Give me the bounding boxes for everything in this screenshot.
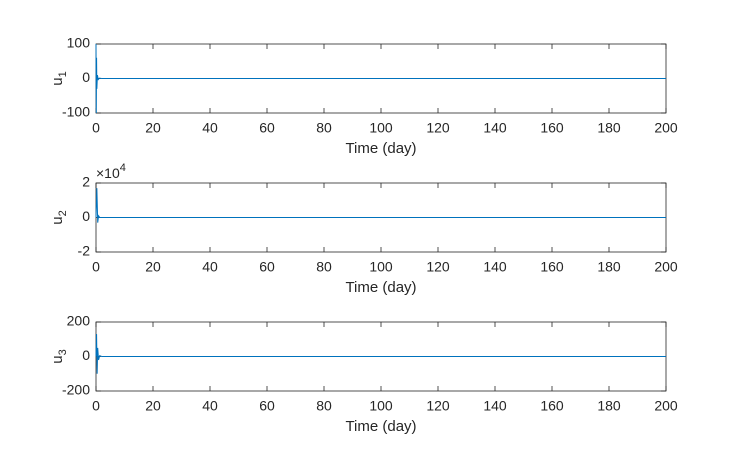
y-tick-label: 0	[82, 347, 90, 363]
x-tick-label: 20	[145, 120, 161, 136]
x-tick-label: 140	[483, 259, 507, 275]
x-tick-label: 200	[654, 259, 678, 275]
y-tick-label: 2	[82, 174, 90, 190]
x-tick-label: 140	[483, 398, 507, 414]
y-axis-label: u2	[49, 210, 69, 224]
y-axis-label: u3	[49, 349, 69, 363]
x-axis-label: Time (day)	[345, 279, 416, 296]
x-tick-label: 180	[597, 398, 621, 414]
series-line	[95, 334, 666, 374]
y-multiplier: ×104	[96, 162, 126, 181]
y-multiplier-exp: 4	[120, 162, 126, 174]
x-tick-label: 100	[369, 259, 393, 275]
y-tick-label: 0	[82, 208, 90, 224]
x-tick-label: 40	[202, 120, 218, 136]
x-tick-label: 20	[145, 398, 161, 414]
x-tick-label: 100	[369, 120, 393, 136]
y-axis-label-sub: 1	[57, 71, 69, 77]
x-tick-label: 60	[259, 120, 275, 136]
y-tick-label: 100	[67, 35, 91, 51]
y-axis-label-base: u	[49, 216, 66, 224]
series-line	[95, 188, 666, 223]
x-tick-label: 200	[654, 398, 678, 414]
x-tick-label: 120	[426, 398, 450, 414]
y-axis-label: u1	[49, 71, 69, 85]
x-tick-label: 60	[259, 398, 275, 414]
x-tick-label: 120	[426, 120, 450, 136]
x-tick-label: 40	[202, 259, 218, 275]
y-tick-label: 200	[67, 313, 91, 329]
x-tick-label: 60	[259, 259, 275, 275]
y-multiplier-base: ×10	[96, 165, 120, 181]
y-axis-label-base: u	[49, 355, 66, 363]
x-tick-label: 20	[145, 259, 161, 275]
x-tick-label: 80	[316, 398, 332, 414]
y-tick-label: 0	[82, 69, 90, 85]
x-tick-label: 80	[316, 120, 332, 136]
x-axis-label: Time (day)	[345, 140, 416, 157]
x-axis-label: Time (day)	[345, 418, 416, 435]
x-tick-label: 160	[540, 259, 564, 275]
series-line	[95, 43, 666, 114]
x-tick-label: 0	[92, 259, 100, 275]
x-tick-label: 0	[92, 120, 100, 136]
x-tick-label: 140	[483, 120, 507, 136]
y-tick-label: -200	[62, 382, 90, 398]
y-axis-label-sub: 2	[57, 210, 69, 216]
y-tick-label: -100	[62, 104, 90, 120]
x-tick-label: 120	[426, 259, 450, 275]
x-tick-label: 100	[369, 398, 393, 414]
y-axis-label-base: u	[49, 77, 66, 85]
x-tick-label: 80	[316, 259, 332, 275]
x-tick-label: 180	[597, 120, 621, 136]
x-tick-label: 0	[92, 398, 100, 414]
x-tick-label: 180	[597, 259, 621, 275]
y-axis-label-sub: 3	[57, 349, 69, 355]
x-tick-label: 200	[654, 120, 678, 136]
x-tick-label: 160	[540, 398, 564, 414]
y-tick-label: -2	[78, 243, 91, 259]
x-tick-label: 160	[540, 120, 564, 136]
x-tick-label: 40	[202, 398, 218, 414]
